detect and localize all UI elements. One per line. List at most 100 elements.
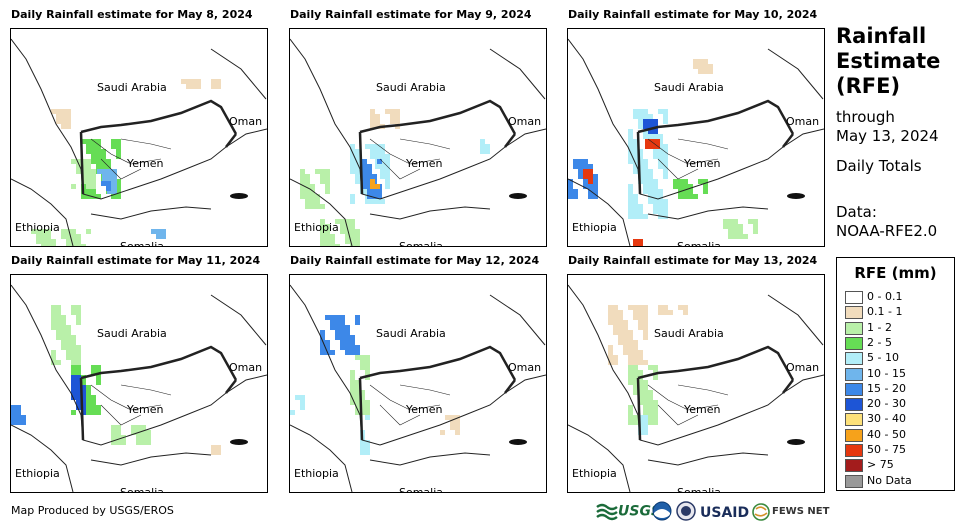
rain-cell — [643, 179, 648, 184]
african-coast — [568, 178, 631, 246]
rain-cell — [111, 435, 116, 440]
rain-cell — [340, 345, 345, 350]
rain-cell — [16, 405, 21, 410]
rain-cell — [76, 315, 81, 320]
rain-cell — [365, 450, 370, 455]
rain-cell — [588, 164, 593, 169]
rain-cell — [102, 169, 107, 174]
rain-cell — [658, 204, 663, 209]
rain-cell — [678, 194, 683, 199]
rain-cell — [325, 315, 330, 320]
rain-cell — [573, 159, 578, 164]
rain-cell — [673, 179, 678, 184]
rain-cell — [76, 380, 81, 385]
rain-cell — [91, 405, 96, 410]
rain-cell — [71, 355, 76, 360]
fews-net-logo: FEWS NET — [752, 501, 829, 521]
rain-cell — [643, 124, 648, 129]
rain-cell — [362, 164, 367, 169]
rainfall-map: Saudi Arabia Oman Yemen Ethiopia Somalia — [567, 28, 825, 247]
rain-cell — [335, 219, 340, 224]
map-label-oman: Oman — [229, 361, 263, 374]
rain-cell — [91, 179, 96, 184]
map-label-saudi: Saudi Arabia — [376, 327, 446, 340]
rain-cell — [372, 189, 377, 194]
rain-cell — [136, 440, 141, 445]
rain-cell — [658, 109, 663, 114]
rain-cell — [41, 229, 46, 234]
map-svg — [290, 284, 546, 492]
rain-cell — [36, 234, 41, 239]
rain-cell — [633, 385, 638, 390]
rain-cell — [330, 325, 335, 330]
rain-cell — [618, 315, 623, 320]
rain-cell — [86, 179, 91, 184]
yemen-border — [80, 99, 238, 135]
rain-cell — [31, 229, 36, 234]
rain-cell — [663, 174, 668, 179]
yemen-border — [80, 345, 238, 381]
rain-cell — [76, 350, 81, 355]
rain-cell — [112, 184, 117, 189]
rain-cell — [693, 64, 698, 69]
rain-cell — [300, 395, 305, 400]
rain-cell — [91, 174, 96, 179]
rain-cell — [71, 335, 76, 340]
rain-cell — [300, 189, 305, 194]
title-line: Estimate — [836, 49, 941, 73]
rain-cell — [608, 355, 613, 360]
rain-cell — [116, 425, 121, 430]
rain-cell — [350, 340, 355, 345]
map-label-yemen: Yemen — [406, 403, 443, 416]
rain-cell — [56, 119, 61, 124]
rain-cell — [365, 360, 370, 365]
rain-cell — [107, 189, 112, 194]
rain-cell — [51, 310, 56, 315]
rain-cell — [111, 139, 116, 144]
rain-cell — [638, 385, 643, 390]
rain-cell — [295, 395, 300, 400]
rain-cell — [698, 59, 703, 64]
rain-cell — [11, 410, 16, 415]
rain-cell — [96, 380, 101, 385]
rain-cell — [588, 174, 593, 179]
rain-cell — [51, 305, 56, 310]
rain-cell — [708, 64, 713, 69]
rain-cell — [56, 360, 61, 365]
rain-cell — [608, 350, 613, 355]
rain-cell — [588, 194, 593, 199]
rain-cell — [723, 219, 728, 224]
rain-cell — [146, 435, 151, 440]
rain-cell — [733, 234, 738, 239]
rain-cell — [653, 204, 658, 209]
rain-cell — [583, 164, 588, 169]
through-label: through — [836, 108, 895, 126]
rain-cell — [111, 194, 116, 199]
rain-cell — [71, 385, 76, 390]
rain-cell — [385, 154, 390, 159]
rain-cell — [345, 345, 350, 350]
rain-cell — [71, 229, 76, 234]
map-credit: Map Produced by USGS/EROS — [11, 504, 174, 517]
rain-cell — [623, 350, 628, 355]
map-label-yemen: Yemen — [684, 403, 721, 416]
rain-cell — [663, 109, 668, 114]
yemen-west-border — [79, 131, 85, 195]
rain-cell — [638, 355, 643, 360]
rain-cell — [345, 239, 350, 244]
socotra-island — [230, 193, 248, 199]
rain-cell — [648, 124, 653, 129]
rain-cell — [377, 194, 382, 199]
rain-cell — [81, 194, 86, 199]
rain-cell — [375, 119, 380, 124]
rain-cell — [320, 204, 325, 209]
rain-cell — [96, 405, 101, 410]
rain-cell — [66, 244, 71, 246]
rain-cell — [633, 159, 638, 164]
rain-cell — [56, 315, 61, 320]
rain-cell — [370, 119, 375, 124]
rain-cell — [71, 410, 76, 415]
rain-cell — [588, 169, 593, 174]
rain-cell — [365, 365, 370, 370]
rain-cell — [350, 234, 355, 239]
